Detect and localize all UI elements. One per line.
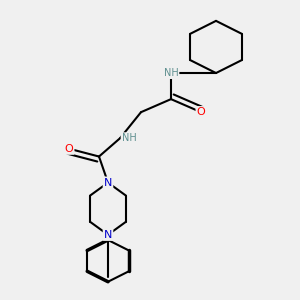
Text: O: O xyxy=(64,144,74,154)
Text: N: N xyxy=(104,230,112,240)
Text: NH: NH xyxy=(122,133,136,143)
Text: O: O xyxy=(196,107,206,117)
Text: N: N xyxy=(104,178,112,188)
Text: NH: NH xyxy=(164,68,178,78)
